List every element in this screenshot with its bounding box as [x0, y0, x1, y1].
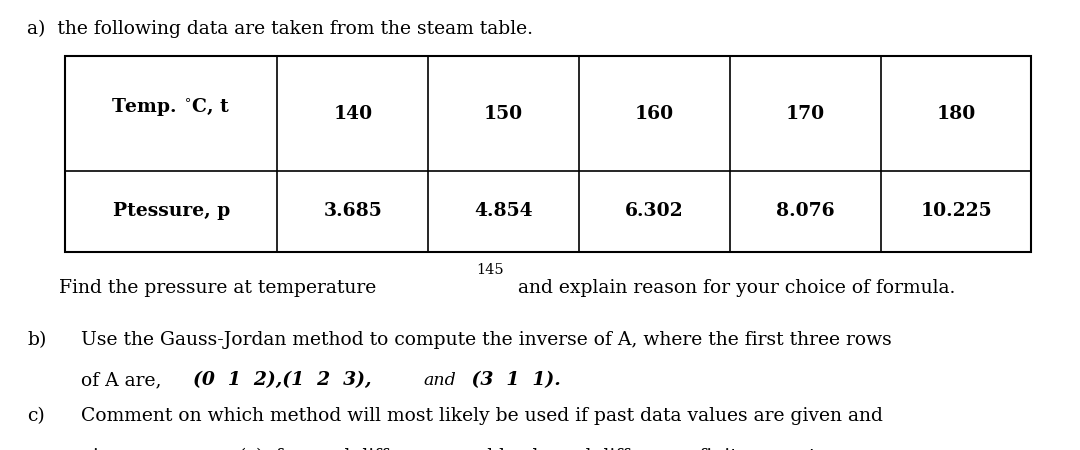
Text: b): b) — [27, 331, 46, 349]
Text: give your reason(s): forward difference and backward difference finite operators: give your reason(s): forward difference … — [81, 448, 846, 450]
Text: 170: 170 — [785, 105, 825, 122]
Text: 145: 145 — [476, 263, 504, 277]
Text: of A are,: of A are, — [81, 371, 167, 389]
Text: 3.685: 3.685 — [324, 202, 382, 220]
Text: 4.854: 4.854 — [474, 202, 532, 220]
Text: Use the Gauss-Jordan method to compute the inverse of A, where the first three r: Use the Gauss-Jordan method to compute t… — [81, 331, 892, 349]
Text: Comment on which method will most likely be used if past data values are given a: Comment on which method will most likely… — [81, 407, 882, 425]
Text: (0  1  2),(1  2  3),: (0 1 2),(1 2 3), — [192, 371, 372, 389]
Text: 10.225: 10.225 — [920, 202, 991, 220]
Text: Ptessure, p: Ptessure, p — [112, 202, 230, 220]
Text: 140: 140 — [334, 105, 373, 122]
Text: 6.302: 6.302 — [625, 202, 684, 220]
Text: and: and — [423, 372, 456, 389]
Text: a)  the following data are taken from the steam table.: a) the following data are taken from the… — [27, 20, 534, 39]
Text: 160: 160 — [635, 105, 674, 122]
Text: 180: 180 — [936, 105, 975, 122]
Text: Find the pressure at temperature: Find the pressure at temperature — [59, 279, 382, 297]
Text: Temp. $^{\circ}$C, t: Temp. $^{\circ}$C, t — [111, 96, 231, 118]
Text: and explain reason for your choice of formula.: and explain reason for your choice of fo… — [512, 279, 956, 297]
Bar — [65, 56, 1031, 252]
Text: 8.076: 8.076 — [775, 202, 835, 220]
Text: 150: 150 — [484, 105, 523, 122]
Text: c): c) — [27, 407, 44, 425]
Text: (3  1  1).: (3 1 1). — [465, 371, 561, 389]
